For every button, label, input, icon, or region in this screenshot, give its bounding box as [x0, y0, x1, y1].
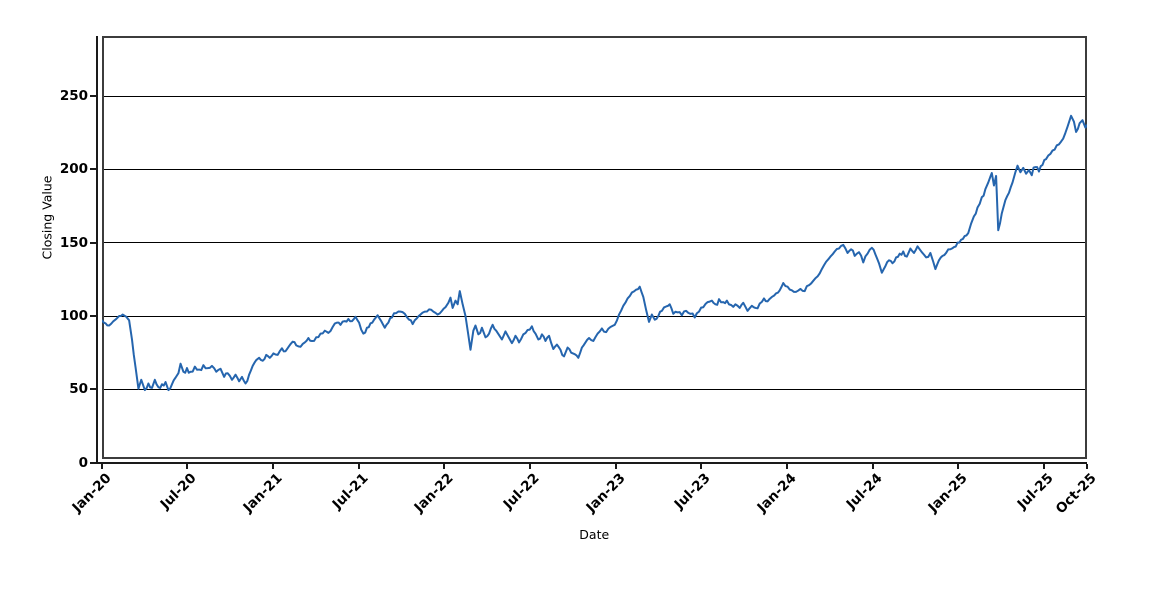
h-gridline-250: [101, 95, 1087, 97]
y-tick-label-150: 150: [59, 234, 88, 251]
x-axis-line: [96, 461, 1087, 464]
y-tick-250: [90, 95, 96, 97]
x-tick-Jul-25: [1043, 463, 1046, 469]
y-tick-150: [90, 241, 96, 244]
y-axis-title: Closing Value: [39, 175, 55, 259]
x-tick-Jul-21: [357, 463, 360, 469]
x-tick-label-Jul-23: Jul-23: [671, 469, 714, 513]
h-gridline-150: [101, 242, 1087, 244]
x-tick-label-Jul-21: Jul-21: [329, 469, 372, 513]
y-tick-label-200: 200: [59, 161, 88, 178]
x-tick-Jan-23: [614, 463, 617, 469]
plot-area-border: [101, 36, 1087, 459]
x-tick-Jan-25: [957, 463, 960, 469]
x-axis-title: Date: [579, 527, 610, 542]
x-tick-Jul-22: [528, 463, 531, 469]
x-tick-Oct-25: [1086, 463, 1088, 469]
closing-value-polyline: [101, 114, 1087, 392]
x-tick-label-Jan-21: Jan-21: [240, 469, 286, 516]
x-tick-label-Jan-23: Jan-23: [582, 469, 629, 516]
y-tick-50: [90, 388, 96, 391]
x-tick-Jan-22: [443, 463, 446, 469]
x-tick-Jan-24: [786, 463, 789, 469]
y-tick-label-100: 100: [59, 308, 88, 325]
y-tick-label-50: 50: [69, 381, 88, 398]
x-tick-Jan-21: [271, 463, 274, 469]
x-tick-label-Jan-22: Jan-22: [411, 469, 457, 516]
closing-value-line: [101, 114, 1087, 392]
x-tick-Jul-20: [186, 463, 189, 469]
x-tick-label-Jan-20: Jan-20: [68, 469, 115, 516]
x-tick-Jan-20: [100, 463, 103, 469]
h-gridline-50: [101, 388, 1087, 390]
y-tick-0: [90, 461, 96, 464]
h-gridline-100: [101, 315, 1087, 317]
x-tick-Jul-24: [871, 463, 874, 469]
x-tick-Jul-23: [700, 463, 703, 469]
x-tick-label-Jul-20: Jul-20: [157, 469, 200, 513]
x-tick-label-Jan-25: Jan-25: [925, 469, 972, 516]
y-tick-label-250: 250: [59, 88, 88, 104]
y-axis-line: [96, 36, 98, 464]
y-tick-200: [90, 168, 96, 171]
h-gridline-200: [101, 168, 1087, 170]
y-tick-label-0: 0: [78, 454, 88, 471]
x-tick-label-Jan-24: Jan-24: [754, 469, 800, 516]
x-tick-label-Jul-24: Jul-24: [843, 469, 886, 513]
y-tick-100: [90, 315, 96, 318]
x-tick-label-Jul-22: Jul-22: [500, 469, 543, 513]
